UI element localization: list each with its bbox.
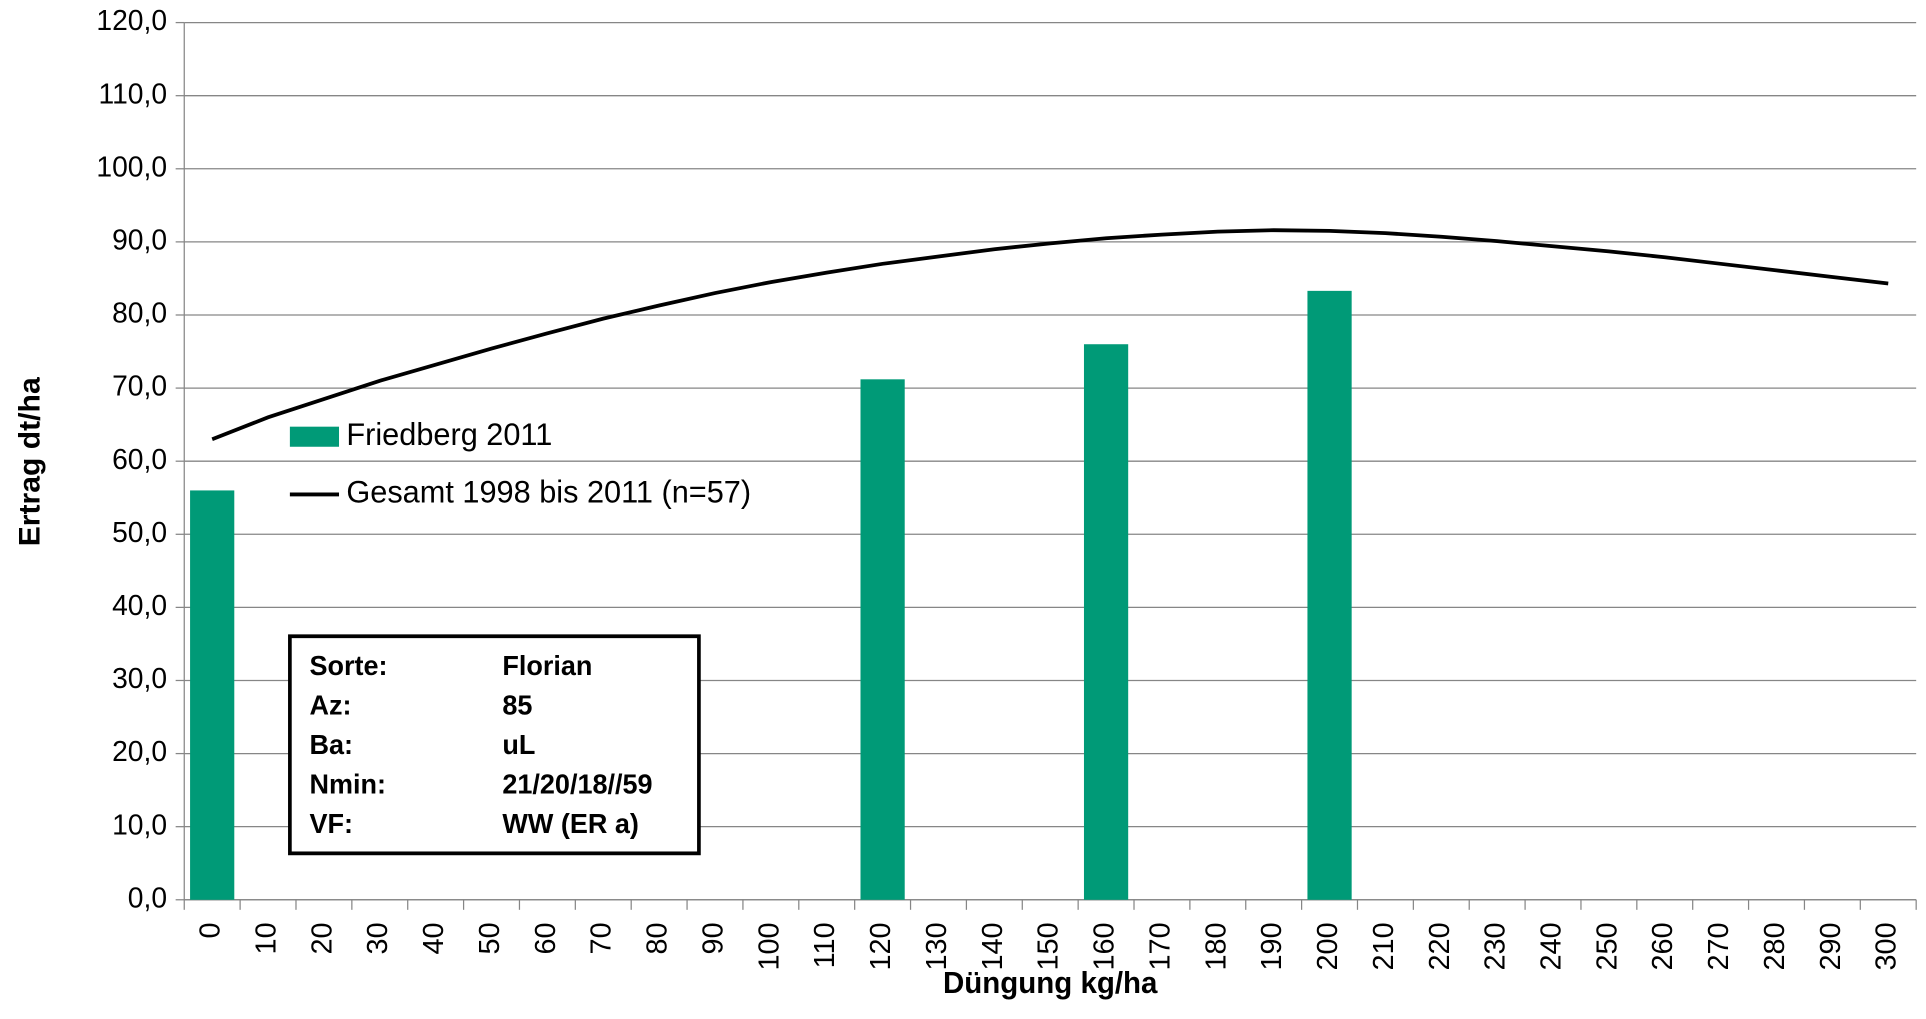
y-tick-label: 30,0 — [112, 663, 167, 695]
y-axis-label: Ertrag dt/ha — [14, 377, 47, 546]
info-value: WW (ER a) — [502, 808, 638, 839]
y-tick-label: 100,0 — [96, 151, 167, 183]
x-tick-label: 280 — [1759, 922, 1791, 970]
y-tick-label: 70,0 — [112, 370, 167, 402]
info-value: 85 — [502, 689, 532, 720]
y-tick-label: 0,0 — [128, 882, 167, 914]
x-tick-label: 300 — [1871, 922, 1903, 970]
x-tick-label: 180 — [1201, 922, 1233, 970]
x-tick-label: 30 — [363, 922, 395, 954]
info-box — [288, 634, 701, 856]
info-value: uL — [502, 729, 535, 760]
x-tick-label: 290 — [1815, 922, 1847, 970]
info-value: 21/20/18//59 — [502, 768, 652, 799]
y-tick-label: 110,0 — [98, 78, 167, 110]
x-tick-label: 60 — [530, 922, 562, 954]
x-tick-label: 190 — [1256, 922, 1288, 970]
x-tick-label: 150 — [1033, 922, 1065, 970]
info-key: Az: — [310, 689, 352, 720]
y-tick-label: 60,0 — [112, 444, 167, 476]
y-tick-label: 80,0 — [112, 297, 167, 329]
x-axis-label: Düngung kg/ha — [943, 967, 1158, 1000]
x-tick-label: 90 — [698, 922, 730, 954]
info-key: Nmin: — [310, 768, 387, 799]
x-tick-label: 230 — [1480, 922, 1512, 970]
x-tick-label: 40 — [418, 922, 450, 954]
x-tick-label: 160 — [1089, 922, 1121, 970]
x-tick-label: 140 — [977, 922, 1009, 970]
info-key: Sorte: — [310, 650, 388, 681]
bar — [1307, 290, 1352, 900]
x-tick-label: 70 — [586, 922, 618, 954]
bar — [190, 490, 235, 900]
bar — [860, 379, 905, 900]
x-tick-label: 110 — [809, 922, 841, 968]
legend-label: Friedberg 2011 — [346, 417, 552, 452]
y-tick-label: 90,0 — [112, 224, 167, 256]
x-tick-label: 50 — [474, 922, 506, 954]
x-tick-label: 20 — [307, 922, 339, 954]
y-tick-label: 40,0 — [112, 590, 167, 622]
x-tick-label: 270 — [1703, 922, 1735, 970]
line — [211, 228, 1889, 442]
x-tick-label: 210 — [1368, 922, 1400, 970]
info-key: Ba: — [310, 729, 354, 760]
x-tick-label: 130 — [921, 922, 953, 970]
x-tick-label: 170 — [1145, 922, 1177, 970]
x-tick-label: 260 — [1647, 922, 1679, 970]
x-tick-label: 220 — [1424, 922, 1456, 970]
x-tick-label: 0 — [195, 922, 227, 938]
y-tick-label: 10,0 — [112, 809, 167, 841]
x-tick-label: 250 — [1592, 922, 1624, 970]
x-tick-label: 100 — [754, 922, 786, 970]
x-tick-label: 200 — [1312, 922, 1344, 970]
y-tick-label: 20,0 — [112, 736, 167, 768]
x-tick-label: 80 — [642, 922, 674, 954]
legend-label: Gesamt 1998 bis 2011 (n=57) — [346, 474, 751, 509]
y-tick-label: 120,0 — [96, 5, 167, 37]
legend-swatch — [289, 426, 340, 447]
x-tick-label: 10 — [251, 922, 283, 954]
info-key: VF: — [310, 808, 354, 839]
bar — [1083, 344, 1129, 900]
x-tick-label: 240 — [1536, 922, 1568, 970]
x-tick-label: 120 — [865, 922, 897, 970]
y-tick-label: 50,0 — [112, 517, 167, 549]
info-value: Florian — [502, 650, 592, 681]
